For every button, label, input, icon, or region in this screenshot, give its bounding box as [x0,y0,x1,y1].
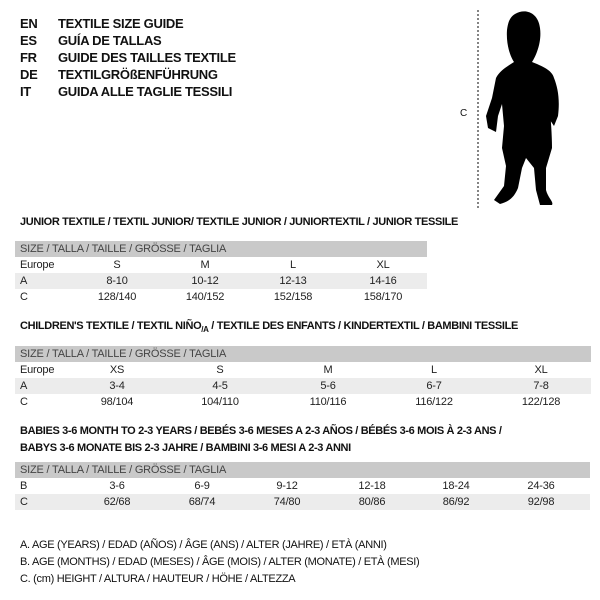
lang-code: IT [20,84,31,99]
title-part: / TEXTILE DES ENFANTS / KINDERTEXTIL / B… [208,320,518,332]
cell: 6-7 [426,380,442,392]
cell: 128/140 [97,291,137,303]
cell: L [431,364,437,376]
table-row: Europe XS S M L XL [15,362,591,378]
cell: 140/152 [185,291,225,303]
cell: 74/80 [273,496,301,508]
silhouette-shape [486,11,559,206]
lang-code: ES [20,33,37,48]
footnote-a: A. AGE (YEARS) / EDAD (AÑOS) / ÂGE (ANS)… [20,539,387,551]
lang-code: EN [20,16,38,31]
table-row: C 62/68 68/74 74/80 80/86 86/92 92/98 [15,494,590,510]
cell: 24-36 [527,480,555,492]
cell: L [290,259,296,271]
cell: 3-6 [109,480,125,492]
junior-section-title: JUNIOR TEXTILE / TEXTIL JUNIOR/ TEXTILE … [20,216,459,228]
table-row: A 3-4 4-5 5-6 6-7 7-8 [15,378,591,394]
lang-code: FR [20,50,37,65]
title-text: GUIDE DES TAILLES TEXTILE [58,50,236,65]
children-size-table: SIZE / TALLA / TAILLE / GRÖSSE / TAGLIA … [15,346,591,410]
child-silhouette-icon [477,10,559,210]
cell: S [216,364,224,376]
title-subscript: /A [201,325,209,335]
cell: 62/68 [103,496,131,508]
footnote-c: C. (cm) HEIGHT / ALTURA / HAUTEUR / HÖHE… [20,573,296,585]
babies-section-title-line1: BABIES 3-6 MONTH TO 2-3 YEARS / BEBÉS 3-… [20,425,502,437]
lang-code: DE [20,67,38,82]
table-row: B 3-6 6-9 9-12 12-18 18-24 24-36 [15,478,590,494]
table-row: A 8-10 10-12 12-13 14-16 [15,273,427,289]
cell: XL [534,364,548,376]
cell: 158/170 [363,291,403,303]
cell: 122/128 [521,396,561,408]
table-row: Europe S M L XL [15,257,427,273]
row-label: C [20,396,28,408]
cell: M [200,259,210,271]
title-text: TEXTILGRÖßENFÜHRUNG [58,67,218,82]
table-row: C 128/140 140/152 152/158 158/170 [15,289,427,305]
table-header: SIZE / TALLA / TAILLE / GRÖSSE / TAGLIA [15,346,591,362]
cell: 8-10 [106,275,128,287]
cell: 80/86 [358,496,386,508]
cell: 7-8 [533,380,549,392]
table-header: SIZE / TALLA / TAILLE / GRÖSSE / TAGLIA [15,241,427,257]
cell: 12-13 [279,275,307,287]
babies-size-table: SIZE / TALLA / TAILLE / GRÖSSE / TAGLIA … [15,462,590,510]
header-label: SIZE / TALLA / TAILLE / GRÖSSE / TAGLIA [20,348,227,360]
cell: 92/98 [527,496,555,508]
cell: 12-18 [358,480,386,492]
cell: 110/116 [309,396,347,408]
cell: 98/104 [100,396,134,408]
cell: 116/122 [415,396,453,408]
cell: 14-16 [369,275,397,287]
row-label: C [20,291,28,303]
junior-size-table: SIZE / TALLA / TAILLE / GRÖSSE / TAGLIA … [15,241,427,305]
cell: 10-12 [191,275,219,287]
cell: 3-4 [109,380,125,392]
header-label: SIZE / TALLA / TAILLE / GRÖSSE / TAGLIA [20,464,227,476]
children-section-title: CHILDREN'S TEXTILE / TEXTIL NIÑO/A / TEX… [20,320,518,334]
footnote-b: B. AGE (MONTHS) / EDAD (MESES) / ÂGE (MO… [20,556,420,568]
cell: 68/74 [188,496,216,508]
cell: 5-6 [320,380,336,392]
cell: 104/110 [201,396,239,408]
row-label: Europe [20,364,55,376]
babies-section-title-line2: BABYS 3-6 MONATE BIS 2-3 JAHRE / BAMBINI… [20,442,351,454]
row-label: B [20,480,28,492]
cell: XL [376,259,390,271]
row-label: C [20,496,28,508]
title-part: CHILDREN'S TEXTILE / TEXTIL NIÑO [20,320,202,332]
cell: 86/92 [442,496,470,508]
cell: 152/158 [273,291,313,303]
table-row: C 98/104 104/110 110/116 116/122 122/128 [15,394,591,410]
row-label: Europe [20,259,55,271]
cell: S [113,259,121,271]
cell: 18-24 [442,480,470,492]
height-label: C [460,108,468,119]
title-text: GUIDA ALLE TAGLIE TESSILI [58,84,233,99]
cell: 9-12 [276,480,298,492]
header-label: SIZE / TALLA / TAILLE / GRÖSSE / TAGLIA [20,243,227,255]
guide-titles: EN TEXTILE SIZE GUIDE ES GUÍA DE TALLAS FR… [0,15,300,105]
cell: M [323,364,333,376]
title-text: TEXTILE SIZE GUIDE [58,16,184,31]
title-text: GUÍA DE TALLAS [58,33,162,48]
cell: 6-9 [194,480,210,492]
cell: 4-5 [212,380,228,392]
cell: XS [109,364,125,376]
row-label: A [20,380,28,392]
table-header: SIZE / TALLA / TAILLE / GRÖSSE / TAGLIA [15,462,590,478]
row-label: A [20,275,28,287]
